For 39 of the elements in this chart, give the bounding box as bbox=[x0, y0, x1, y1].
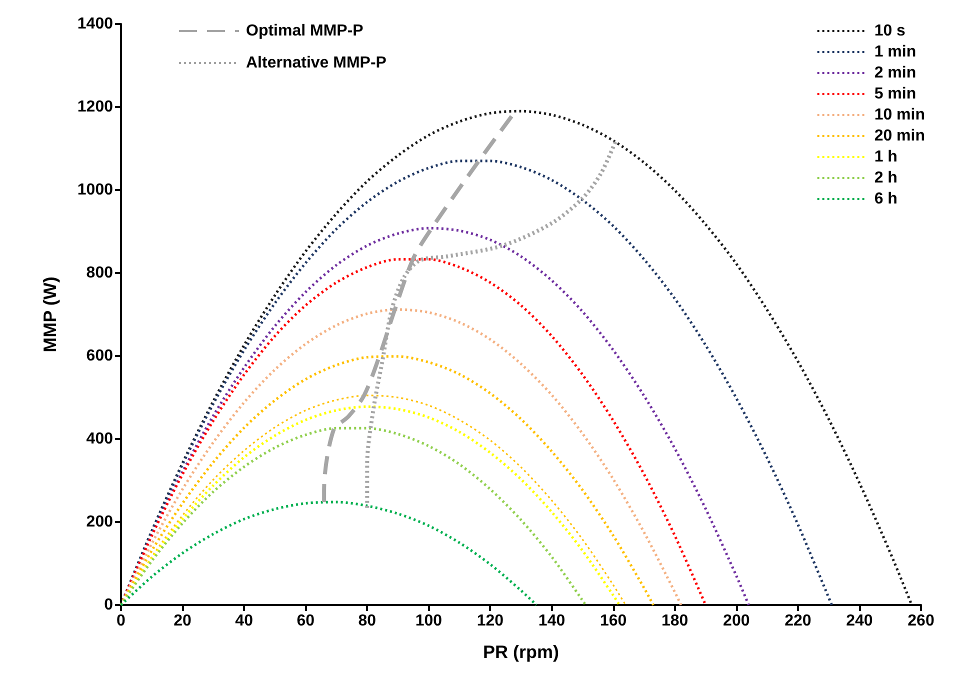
x-tick-label: 120 bbox=[476, 612, 504, 630]
y-tick-label: 800 bbox=[86, 264, 114, 282]
x-tick-label: 80 bbox=[358, 612, 376, 630]
x-tick-label: 40 bbox=[235, 612, 254, 630]
x-tick-label: 220 bbox=[784, 612, 812, 630]
legend-label: 20 min bbox=[874, 128, 925, 144]
line-series bbox=[120, 500, 538, 606]
x-tick-label: 140 bbox=[538, 612, 566, 630]
y-tick-label: 200 bbox=[86, 514, 114, 530]
legend-label: 10 s bbox=[874, 22, 906, 40]
x-axis-title: PR (rpm) bbox=[483, 642, 560, 662]
y-tick-label: 1000 bbox=[77, 182, 114, 198]
x-tick-label: 160 bbox=[600, 612, 627, 630]
legend-label: 10 min bbox=[874, 106, 925, 124]
legend-label: 1 h bbox=[874, 148, 898, 166]
line-series bbox=[120, 160, 834, 606]
x-tick-label: 0 bbox=[116, 612, 126, 630]
x-tick-label: 100 bbox=[415, 612, 442, 630]
y-tick-label: 0 bbox=[104, 596, 114, 614]
y-tick-label: 400 bbox=[86, 430, 114, 448]
legend-label: 6 h bbox=[874, 190, 898, 208]
y-tick-label: 600 bbox=[86, 348, 114, 364]
line-series bbox=[120, 426, 587, 606]
legend-label: Alternative MMP-P bbox=[246, 54, 387, 72]
x-tick-label: 200 bbox=[723, 612, 750, 630]
x-tick-label: 60 bbox=[296, 612, 315, 630]
y-tick-label: 1200 bbox=[77, 98, 114, 116]
legend-label: 2 min bbox=[874, 64, 916, 82]
x-tick-label: 20 bbox=[174, 612, 192, 630]
legend-label: 5 min bbox=[874, 86, 916, 102]
x-tick-label: 180 bbox=[661, 612, 688, 630]
x-tick-label: 240 bbox=[846, 612, 873, 630]
legend-label: 2 h bbox=[874, 170, 898, 186]
x-tick-label: 260 bbox=[908, 612, 934, 630]
legend-label: Optimal MMP-P bbox=[246, 22, 364, 40]
line-series bbox=[120, 308, 682, 606]
legend-label: 1 min bbox=[874, 44, 916, 60]
y-tick-label: 1400 bbox=[77, 16, 114, 32]
y-axis-title: MMP (W) bbox=[40, 276, 60, 352]
